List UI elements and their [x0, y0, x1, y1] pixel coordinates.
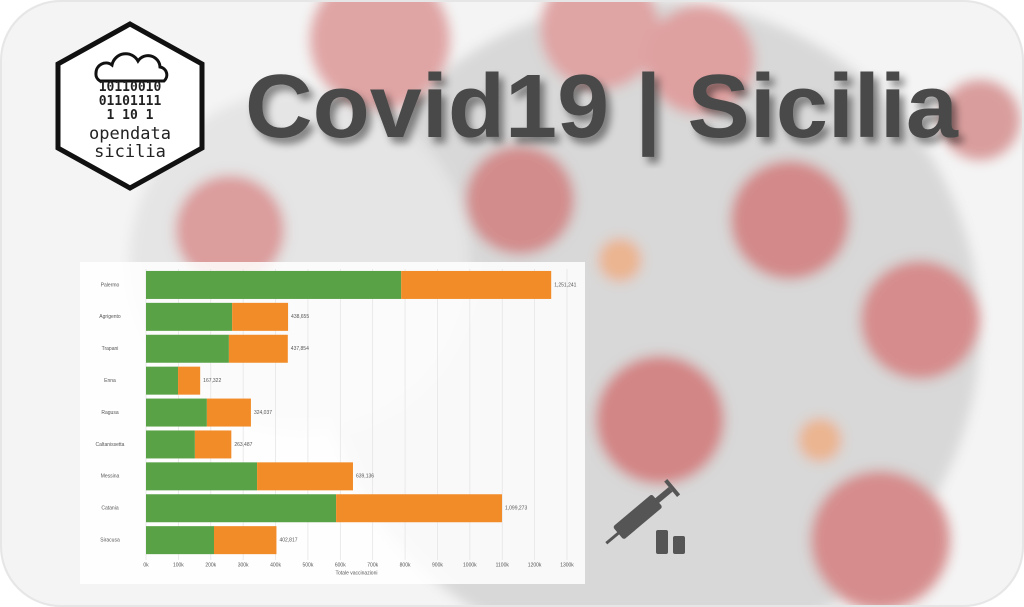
bar-segment — [228, 334, 288, 363]
bar-segment — [214, 526, 277, 555]
y-tick-label: Enna — [104, 378, 116, 384]
logo-name: opendata — [89, 124, 171, 144]
total-label: 1,251,241 — [554, 282, 576, 288]
total-label: 437,854 — [291, 346, 309, 352]
y-tick-label: Siracusa — [100, 537, 120, 543]
bar-segment — [178, 366, 201, 395]
x-tick-label: 900k — [432, 562, 443, 568]
y-tick-label: Messina — [101, 474, 120, 480]
total-label: 324,037 — [254, 410, 272, 416]
bar-segment — [146, 398, 207, 427]
total-label: 263,487 — [234, 442, 252, 448]
total-label: 639,136 — [356, 474, 374, 480]
x-tick-label: 0k — [143, 562, 149, 568]
x-tick-label: 1000k — [463, 562, 477, 568]
logo-name: sicilia — [94, 142, 166, 162]
x-tick-label: 800k — [400, 562, 411, 568]
x-tick-label: 700k — [367, 562, 378, 568]
chart: 0k 100k 200k 300k 400k 500k 600k 700k 800k 900k 10… — [80, 262, 585, 584]
bar-segment — [146, 302, 233, 331]
x-axis-title: Totale vaccinazioni — [336, 570, 378, 576]
x-tick-label: 600k — [335, 562, 346, 568]
bar-segment — [336, 494, 502, 523]
x-tick-label: 300k — [238, 562, 249, 568]
logo-bits: 1 10 1 — [107, 108, 154, 123]
x-tick-label: 1300k — [560, 562, 574, 568]
total-label: 167,322 — [203, 378, 221, 384]
y-tick-label: Trapani — [102, 346, 119, 352]
y-tick-label: Agrigento — [99, 314, 121, 320]
x-tick-label: 1100k — [496, 562, 510, 568]
bar-segment — [401, 270, 552, 299]
x-tick-label: 1200k — [528, 562, 542, 568]
bar-segment — [194, 430, 232, 459]
bar-segment — [232, 302, 289, 331]
bar-segment — [257, 462, 353, 491]
x-tick-label: 100k — [173, 562, 184, 568]
y-tick-label: Catania — [101, 506, 118, 512]
total-label: 402,817 — [279, 537, 297, 543]
bar-segment — [146, 334, 229, 363]
bar-segment — [146, 366, 179, 395]
title: Covid19 | Sicilia — [245, 57, 959, 158]
y-tick-label: Palermo — [101, 282, 120, 288]
bar-segment — [146, 526, 215, 555]
bar-segment — [146, 494, 337, 523]
logo: 10110010 01101111 1 10 1 opendata sicili… — [55, 21, 205, 191]
y-tick-label: Ragusa — [101, 410, 118, 416]
logo-bits: 10110010 — [99, 80, 162, 95]
x-tick-label: 200k — [205, 562, 216, 568]
total-label: 1,099,273 — [505, 506, 527, 512]
y-tick-label: Caltanissetta — [96, 442, 125, 448]
total-label: 438,655 — [291, 314, 309, 320]
x-tick-label: 400k — [270, 562, 281, 568]
logo-bits: 01101111 — [99, 94, 162, 109]
bar-segment — [206, 398, 251, 427]
bar-segment — [146, 270, 402, 299]
syringe-icon — [605, 479, 685, 554]
bar-segment — [146, 430, 195, 459]
bar-segment — [146, 462, 258, 491]
x-tick-label: 500k — [303, 562, 314, 568]
